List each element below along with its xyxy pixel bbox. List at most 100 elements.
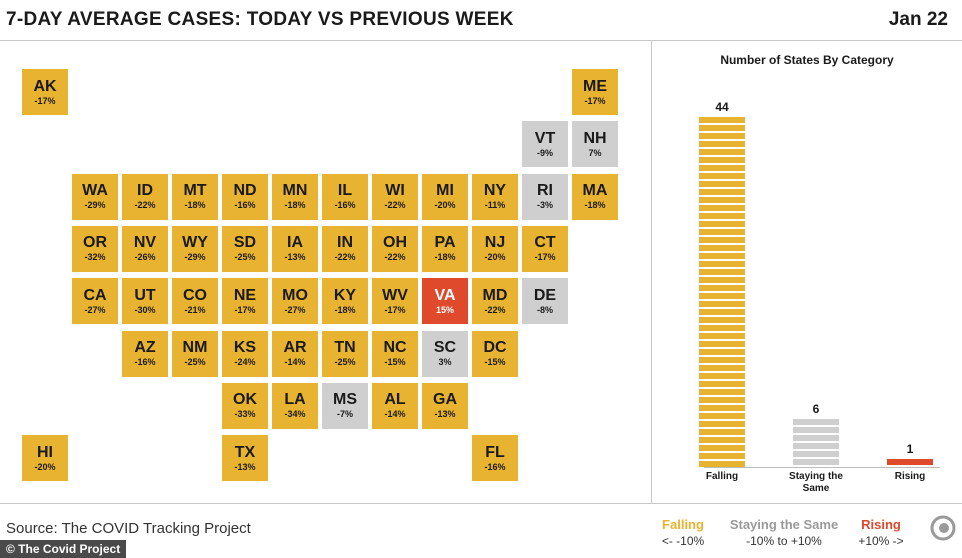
state-change: -24% — [234, 357, 256, 367]
top-divider — [0, 40, 962, 41]
state-tile-la: LA -34% — [272, 382, 318, 429]
state-change: -9% — [536, 147, 553, 158]
bar-value-label: 1 — [906, 442, 914, 457]
state-abbr: WI — [385, 182, 405, 200]
state-tile-ut: UT -30% — [122, 278, 168, 325]
covid-project-logo-icon — [930, 515, 956, 541]
state-abbr: MD — [482, 286, 508, 304]
legend-same: Staying the Same -10% to +10% — [722, 517, 846, 548]
state-tile-ga: GA -13% — [422, 382, 468, 429]
legend-same-range: -10% to +10% — [746, 534, 822, 548]
bar-category-label: Falling — [705, 471, 739, 482]
bar-rising — [887, 459, 933, 467]
bar-category-label: Staying the Same — [789, 471, 843, 494]
state-abbr: TX — [234, 443, 256, 461]
state-change: -34% — [284, 409, 306, 420]
state-tile-vt: VT -9% — [522, 121, 568, 168]
state-abbr: NE — [233, 286, 257, 304]
state-abbr: ID — [137, 182, 153, 200]
state-tile-ms: MS -7% — [322, 382, 368, 429]
state-abbr: UT — [134, 286, 156, 304]
state-tile-ri: RI -3% — [522, 173, 568, 220]
state-abbr: IL — [337, 182, 353, 200]
state-tile-sd: SD -25% — [222, 225, 268, 272]
state-tile-ok: OK -33% — [222, 382, 268, 429]
state-abbr: HI — [37, 443, 53, 461]
state-change: -16% — [134, 357, 156, 367]
state-change: -20% — [434, 200, 456, 211]
state-change: -15% — [484, 357, 506, 367]
state-change: -17% — [34, 95, 56, 106]
state-abbr: SC — [433, 339, 457, 356]
state-tile-ca: CA -27% — [72, 278, 118, 325]
state-abbr: MA — [582, 182, 608, 200]
state-abbr: NM — [182, 339, 208, 356]
state-tile-mo: MO -27% — [272, 278, 318, 325]
state-abbr: CA — [83, 286, 107, 304]
state-change: -22% — [134, 200, 156, 211]
state-tile-wv: WV -17% — [372, 278, 418, 325]
state-change: -22% — [484, 304, 506, 315]
state-abbr: FL — [485, 443, 505, 461]
state-abbr: WA — [82, 182, 108, 200]
state-tile-id: ID -22% — [122, 173, 168, 220]
state-tile-al: AL -14% — [372, 382, 418, 429]
state-abbr: OH — [383, 234, 407, 252]
state-tile-nh: NH 7% — [572, 121, 618, 168]
state-tile-fl: FL -16% — [472, 435, 518, 482]
state-change: -11% — [484, 200, 506, 211]
legend-rising: Rising +10% -> — [850, 517, 912, 548]
state-change: -17% — [534, 252, 556, 263]
state-abbr: OK — [233, 391, 257, 409]
state-abbr: MN — [282, 182, 308, 200]
bar-falling — [699, 117, 745, 467]
state-tile-mi: MI -20% — [422, 173, 468, 220]
state-abbr: NY — [483, 182, 507, 200]
state-change: -26% — [134, 252, 156, 263]
chart-baseline — [704, 467, 940, 468]
state-tile-nv: NV -26% — [122, 225, 168, 272]
bar-staying-the-same — [793, 419, 839, 467]
state-tile-wi: WI -22% — [372, 173, 418, 220]
state-tile-ne: NE -17% — [222, 278, 268, 325]
state-tile-de: DE -8% — [522, 278, 568, 325]
state-abbr: PA — [434, 234, 456, 252]
state-abbr: AK — [33, 77, 57, 95]
state-abbr: NV — [133, 234, 157, 252]
state-tile-ky: KY -18% — [322, 278, 368, 325]
state-abbr: ME — [583, 77, 607, 95]
state-abbr: AR — [283, 339, 307, 356]
state-change: -17% — [234, 304, 256, 315]
state-change: -17% — [384, 304, 406, 315]
state-change: -14% — [384, 409, 406, 420]
bar-category-label: Rising — [894, 471, 926, 482]
legend-rising-label: Rising — [861, 517, 901, 532]
state-abbr: GA — [433, 391, 457, 409]
state-change: -25% — [184, 357, 206, 367]
state-change: -27% — [84, 304, 106, 315]
date-label: Jan 22 — [888, 9, 948, 30]
state-tile-co: CO -21% — [172, 278, 218, 325]
state-tile-or: OR -32% — [72, 225, 118, 272]
state-change: 7% — [588, 147, 602, 158]
state-abbr: AZ — [134, 339, 156, 356]
state-tile-nc: NC -15% — [372, 330, 418, 377]
bar-value-label: 44 — [715, 100, 729, 114]
state-tile-az: AZ -16% — [122, 330, 168, 377]
credit-badge: © The Covid Project — [0, 540, 127, 558]
state-tile-ks: KS -24% — [222, 330, 268, 377]
state-change: -18% — [334, 304, 356, 315]
state-tile-ct: CT -17% — [522, 225, 568, 272]
state-tile-pa: PA -18% — [422, 225, 468, 272]
state-abbr: AL — [384, 391, 406, 409]
state-change: -22% — [384, 200, 406, 211]
state-abbr: WY — [182, 234, 208, 252]
state-tile-ar: AR -14% — [272, 330, 318, 377]
state-change: -22% — [384, 252, 406, 263]
state-abbr: KS — [233, 339, 257, 356]
state-change: -13% — [434, 409, 456, 420]
state-tile-sc: SC 3% — [422, 330, 468, 377]
state-change: -16% — [484, 461, 506, 472]
state-abbr: NJ — [484, 234, 506, 252]
state-abbr: LA — [284, 391, 306, 409]
